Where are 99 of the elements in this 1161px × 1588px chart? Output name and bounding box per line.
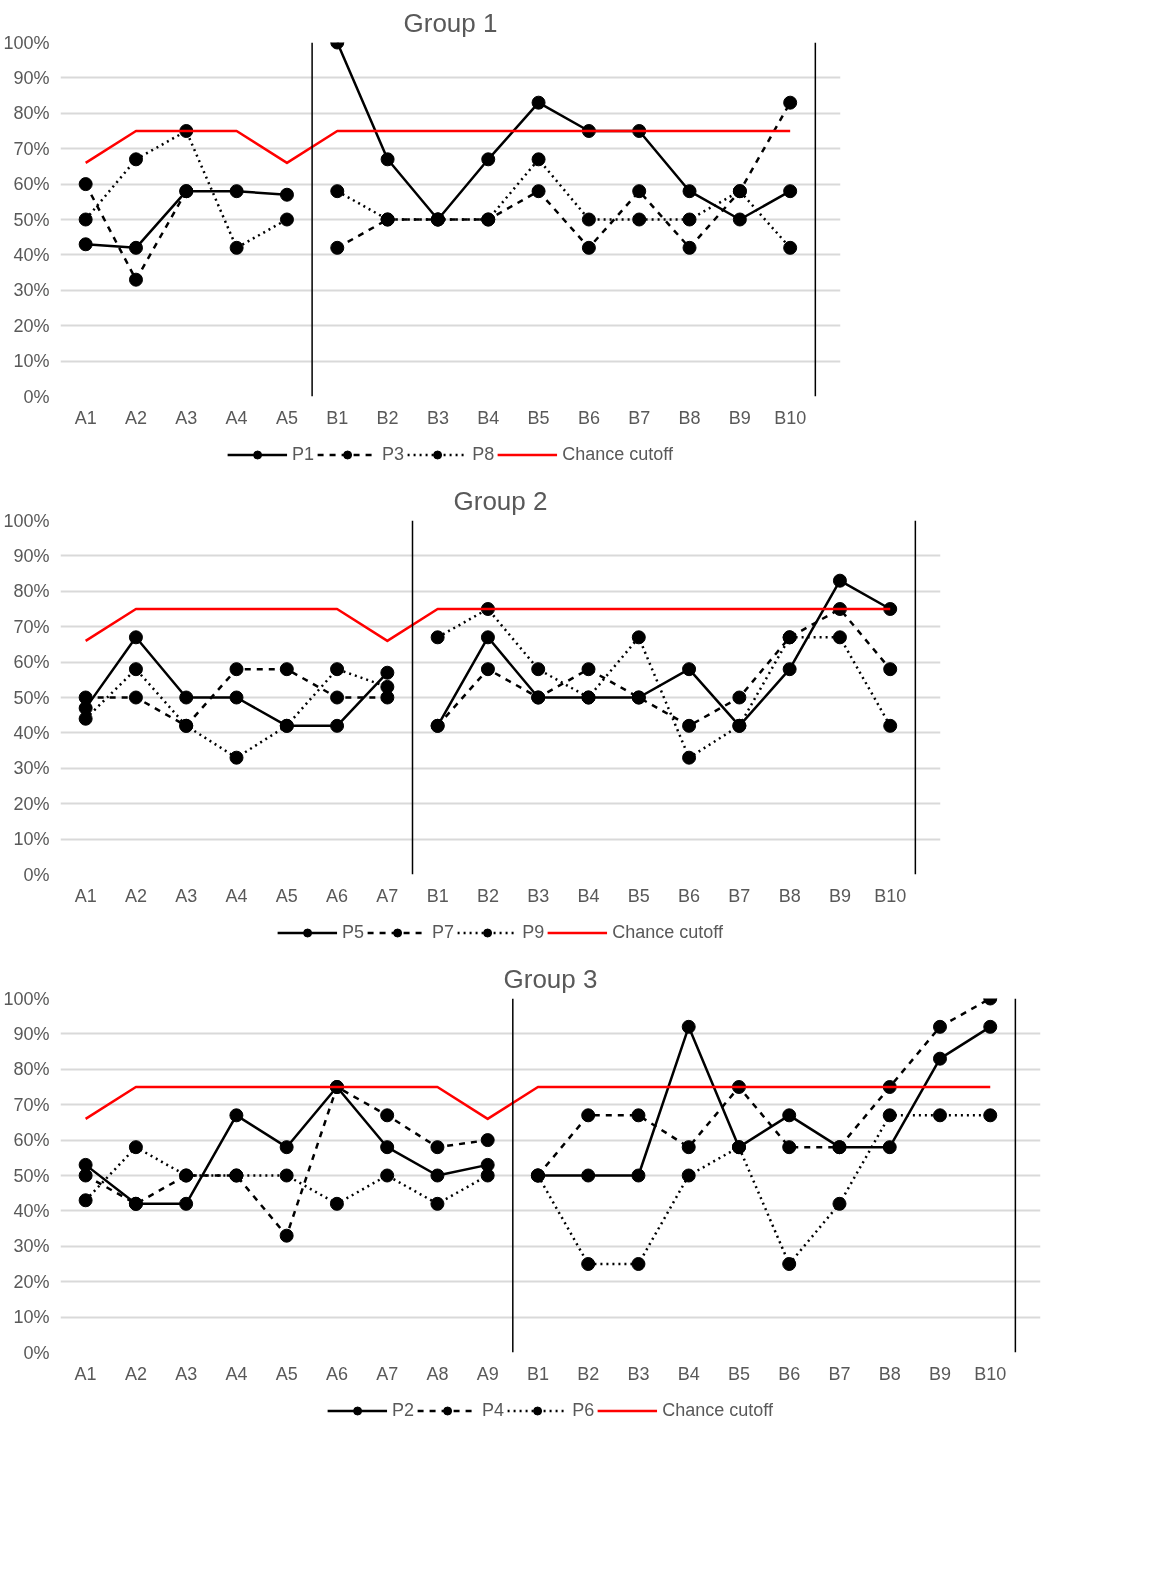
- y-tick-label: 100%: [3, 510, 50, 531]
- y-tick-label: 80%: [13, 581, 50, 602]
- x-tick-label: B1: [326, 407, 349, 428]
- y-tick-label: 0%: [23, 386, 50, 407]
- x-tick-label: B3: [527, 885, 550, 906]
- y-tick-label: 50%: [13, 1165, 50, 1186]
- legend-label: P3: [382, 443, 405, 465]
- chart-title: Group 2: [453, 485, 548, 516]
- x-tick-label: B3: [627, 1363, 650, 1384]
- x-tick-label: B7: [628, 407, 651, 428]
- x-tick-label: A3: [175, 407, 198, 428]
- legend-label: P6: [572, 1399, 595, 1421]
- x-tick-label: A7: [376, 885, 399, 906]
- x-tick-label: B10: [974, 1363, 1007, 1384]
- x-tick-label: B9: [928, 1363, 952, 1384]
- x-tick-label: A6: [325, 1363, 348, 1384]
- x-tick-label: B4: [677, 1363, 700, 1384]
- x-tick-label: B5: [527, 407, 550, 428]
- x-tick-label: B1: [526, 1363, 549, 1384]
- x-tick-label: A2: [124, 885, 147, 906]
- y-tick-label: 90%: [13, 67, 50, 88]
- legend-label: Chance cutoff: [562, 443, 673, 465]
- y-tick-label: 80%: [13, 103, 50, 124]
- y-tick-label: 30%: [13, 280, 50, 301]
- x-tick-label: B6: [678, 885, 701, 906]
- x-tick-label: A1: [74, 885, 97, 906]
- x-tick-label: B5: [727, 1363, 750, 1384]
- x-tick-label: A1: [74, 407, 97, 428]
- x-tick-label: A1: [74, 1363, 97, 1384]
- x-tick-label: A4: [225, 407, 248, 428]
- legend-label: P2: [392, 1399, 415, 1421]
- x-tick-label: A5: [275, 885, 298, 906]
- x-tick-label: A3: [175, 1363, 198, 1384]
- y-tick-label: 90%: [13, 1023, 50, 1044]
- x-tick-label: B2: [376, 407, 399, 428]
- x-tick-label: B8: [878, 1363, 901, 1384]
- y-tick-label: 20%: [13, 315, 50, 336]
- x-tick-label: A2: [124, 407, 148, 428]
- x-tick-label: A4: [225, 1363, 248, 1384]
- y-tick-label: 20%: [13, 793, 50, 814]
- y-tick-label: 40%: [13, 244, 50, 265]
- x-tick-label: A5: [275, 1363, 298, 1384]
- y-tick-label: 80%: [13, 1059, 50, 1080]
- chart-title: Group 1: [403, 7, 498, 38]
- x-tick-label: B9: [728, 407, 751, 428]
- x-tick-label: B7: [728, 885, 751, 906]
- x-tick-label: B7: [828, 1363, 851, 1384]
- y-tick-label: 0%: [23, 864, 50, 885]
- x-tick-label: B5: [627, 885, 650, 906]
- y-tick-label: 50%: [13, 687, 50, 708]
- y-tick-label: 10%: [13, 351, 50, 372]
- legend-label: P7: [432, 921, 455, 943]
- y-tick-label: 100%: [3, 32, 50, 53]
- y-tick-label: 50%: [13, 209, 50, 230]
- y-tick-label: 60%: [13, 652, 50, 673]
- legend-label: P1: [292, 443, 315, 465]
- x-tick-label: B6: [778, 1363, 801, 1384]
- chart-title: Group 3: [503, 963, 598, 994]
- y-tick-label: 40%: [13, 722, 50, 743]
- y-tick-label: 100%: [3, 988, 50, 1009]
- x-tick-label: B8: [778, 885, 801, 906]
- x-tick-label: A8: [426, 1363, 449, 1384]
- x-tick-label: B1: [426, 885, 449, 906]
- legend-label: P9: [522, 921, 545, 943]
- x-tick-label: B3: [426, 407, 449, 428]
- y-tick-label: 10%: [13, 829, 50, 850]
- legend-label: P8: [472, 443, 495, 465]
- y-tick-label: 60%: [13, 1130, 50, 1151]
- x-tick-label: A4: [225, 885, 248, 906]
- legend-label: Chance cutoff: [662, 1399, 773, 1421]
- x-tick-label: A7: [376, 1363, 399, 1384]
- legend-label: P5: [342, 921, 365, 943]
- x-tick-label: A9: [476, 1363, 499, 1384]
- y-tick-label: 70%: [13, 1094, 50, 1115]
- x-tick-label: B4: [477, 407, 500, 428]
- x-tick-label: B4: [577, 885, 600, 906]
- x-tick-label: A6: [326, 885, 349, 906]
- y-tick-label: 30%: [13, 1236, 50, 1257]
- x-tick-label: B2: [476, 885, 499, 906]
- legend-label: Chance cutoff: [612, 921, 723, 943]
- x-tick-label: A2: [124, 1363, 147, 1384]
- legend-label: P4: [482, 1399, 505, 1421]
- y-tick-label: 40%: [13, 1200, 50, 1221]
- y-tick-label: 90%: [13, 545, 50, 566]
- y-tick-label: 30%: [13, 758, 50, 779]
- x-tick-label: B9: [828, 885, 851, 906]
- y-tick-label: 20%: [13, 1271, 50, 1292]
- x-tick-label: B10: [774, 407, 807, 428]
- y-tick-label: 60%: [13, 174, 50, 195]
- y-tick-label: 70%: [13, 616, 50, 637]
- x-tick-label: B10: [874, 885, 907, 906]
- x-tick-label: A3: [175, 885, 198, 906]
- y-tick-label: 70%: [13, 138, 50, 159]
- x-tick-label: B8: [678, 407, 701, 428]
- y-tick-label: 0%: [23, 1342, 50, 1363]
- x-tick-label: B6: [577, 407, 600, 428]
- x-tick-label: B2: [577, 1363, 600, 1384]
- x-tick-label: A5: [275, 407, 298, 428]
- y-tick-label: 10%: [13, 1307, 50, 1328]
